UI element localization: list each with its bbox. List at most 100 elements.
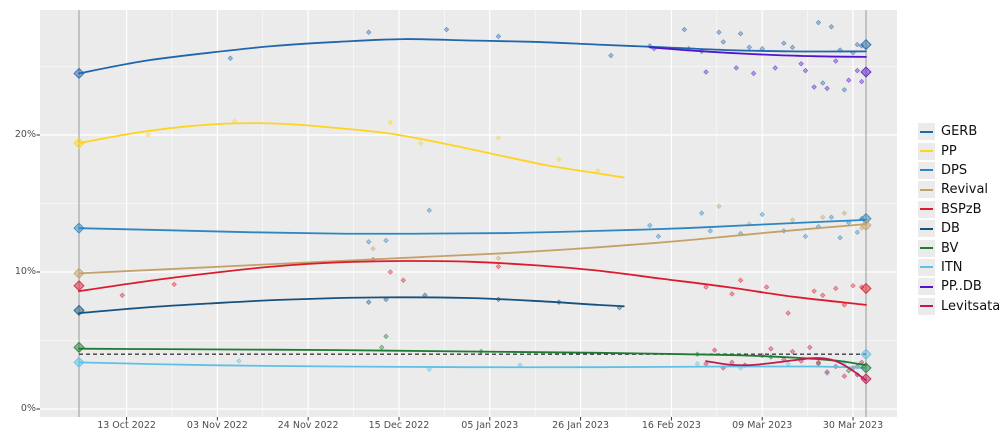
legend-item-pp: PP (918, 141, 1000, 160)
poll-point-pp-db (833, 58, 839, 64)
poll-point-levitsata (824, 369, 830, 375)
poll-point-pp-db (798, 61, 804, 67)
poll-point-levitsata (789, 348, 796, 355)
poll-point-pp (495, 135, 502, 141)
legend-item-db: DB (918, 219, 1000, 238)
result-diamond-start-pp (73, 137, 85, 149)
legend-item-revival: Revival (918, 180, 1000, 199)
poll-point-gerb (737, 30, 744, 37)
x-tick-label: 15 Dec 2022 (368, 420, 430, 431)
poll-point-bspzb (729, 291, 735, 297)
poll-point-levitsata (815, 359, 822, 366)
poll-point-pp-db (845, 77, 852, 83)
poll-point-pp (145, 132, 151, 138)
poll-point-dps (426, 207, 432, 214)
result-diamond-end-levitsata (860, 373, 872, 385)
x-tick-label: 05 Jan 2023 (461, 420, 519, 431)
legend-label: BSPzB (941, 201, 982, 217)
legend-swatch-gerb (920, 130, 933, 133)
poll-point-bspzb (841, 302, 848, 308)
poll-point-bv (383, 333, 389, 340)
poll-point-pp (556, 156, 562, 163)
legend-item-pp-db: PP..DB (918, 277, 1000, 296)
poll-point-dps (365, 239, 372, 245)
result-diamond-end-itn (860, 348, 872, 360)
poll-point-pp (387, 119, 394, 126)
legend-label: GERB (941, 124, 978, 140)
poll-point-dps (837, 235, 843, 241)
poll-point-gerb (841, 87, 848, 93)
poll-point-dps (383, 237, 389, 244)
poll-point-gerb (854, 41, 861, 48)
legend-label: Revival (941, 182, 989, 198)
poll-point-pp-db (733, 65, 739, 71)
result-diamond-start-revival (73, 267, 85, 280)
poll-point-pp (417, 140, 424, 146)
poll-point-gerb (365, 29, 372, 35)
poll-point-bspzb (785, 310, 791, 316)
result-diamond-end-bspzb (860, 282, 872, 295)
result-diamond-end-pp-db (860, 66, 872, 78)
result-diamond-start-itn (73, 356, 85, 369)
poll-point-bspzb (850, 282, 856, 289)
legend-label: PP..DB (941, 279, 982, 295)
x-tick-label: 03 Nov 2022 (186, 420, 248, 431)
poll-point-bspzb (171, 281, 177, 288)
legend-label: PP (941, 143, 957, 159)
legend-swatch-dps (920, 169, 933, 172)
poll-point-gerb (828, 24, 835, 30)
result-diamond-end-bv (860, 362, 872, 374)
poll-point-levitsata (768, 345, 774, 352)
trend-line-pp (78, 122, 625, 179)
poll-point-dps (655, 233, 662, 240)
poll-point-revival (370, 245, 376, 252)
y-tick-label: 0% (20, 403, 36, 414)
result-diamond-start-db (73, 304, 85, 316)
legend-swatch-db (920, 227, 933, 230)
legend-key-itn (918, 258, 935, 276)
poll-point-gerb (746, 44, 752, 51)
legend-key-bspzb (918, 200, 935, 218)
poll-point-gerb (227, 55, 234, 62)
poll-point-pp-db (772, 65, 778, 71)
result-diamond-start-bv (73, 341, 85, 353)
poll-point-gerb (443, 26, 450, 33)
legend-key-pp (918, 142, 935, 160)
poll-point-bv (378, 344, 385, 351)
poll-point-dps (854, 229, 861, 235)
poll-point-pp-db (858, 78, 865, 85)
trend-line-revival (78, 223, 867, 275)
poll-point-bspzb (811, 288, 817, 294)
legend-swatch-bv (920, 247, 933, 250)
poll-point-bspzb (119, 292, 125, 299)
poll-point-db (365, 299, 372, 305)
poll-point-itn (426, 366, 432, 372)
legend-swatch-levitsata (920, 305, 933, 308)
poll-point-dps (802, 233, 809, 240)
legend-label: Levitsata (941, 298, 1000, 314)
legend-key-pp-db (918, 278, 935, 296)
poll-point-dps (759, 211, 765, 218)
x-tick-label: 13 Oct 2022 (97, 420, 156, 431)
legend-key-revival (918, 181, 935, 199)
legend-label: BV (941, 240, 959, 256)
result-diamond-start-bspzb (73, 280, 85, 292)
poll-point-dps (828, 214, 835, 220)
legend-swatch-pp-db (920, 285, 933, 288)
poll-point-revival (716, 203, 722, 209)
poll-point-gerb (681, 26, 688, 33)
legend-label: DB (941, 221, 960, 237)
legend-swatch-bspzb (920, 208, 933, 211)
poll-point-gerb (720, 39, 727, 45)
poll-point-bspzb (495, 263, 502, 270)
legend-key-dps (918, 161, 935, 179)
legend-label: ITN (941, 259, 963, 275)
legend-item-dps: DPS (918, 161, 1000, 180)
legend-key-bv (918, 239, 935, 257)
poll-point-revival (841, 210, 848, 216)
legend-key-gerb (918, 123, 935, 141)
poll-point-bspzb (820, 292, 826, 299)
legend-swatch-revival (920, 188, 933, 191)
